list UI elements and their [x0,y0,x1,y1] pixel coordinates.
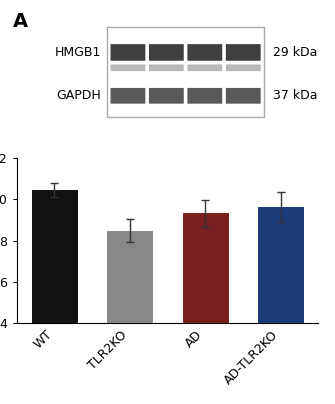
FancyBboxPatch shape [226,44,261,61]
Text: HMGB1: HMGB1 [55,46,101,59]
Bar [107,231,152,404]
Bar [32,190,77,404]
FancyBboxPatch shape [149,65,184,71]
Text: A: A [13,12,28,31]
Text: 29 kDa: 29 kDa [273,46,317,59]
Bar [258,207,303,404]
Text: GAPDH: GAPDH [56,89,101,102]
FancyBboxPatch shape [187,88,222,104]
Text: 37 kDa: 37 kDa [273,89,318,102]
Bar [183,213,228,404]
FancyBboxPatch shape [149,88,184,104]
Bar [107,27,264,118]
FancyBboxPatch shape [226,65,261,71]
FancyBboxPatch shape [111,44,145,61]
FancyBboxPatch shape [111,88,145,104]
FancyBboxPatch shape [187,44,222,61]
FancyBboxPatch shape [187,65,222,71]
FancyBboxPatch shape [226,88,261,104]
FancyBboxPatch shape [111,65,145,71]
FancyBboxPatch shape [149,44,184,61]
